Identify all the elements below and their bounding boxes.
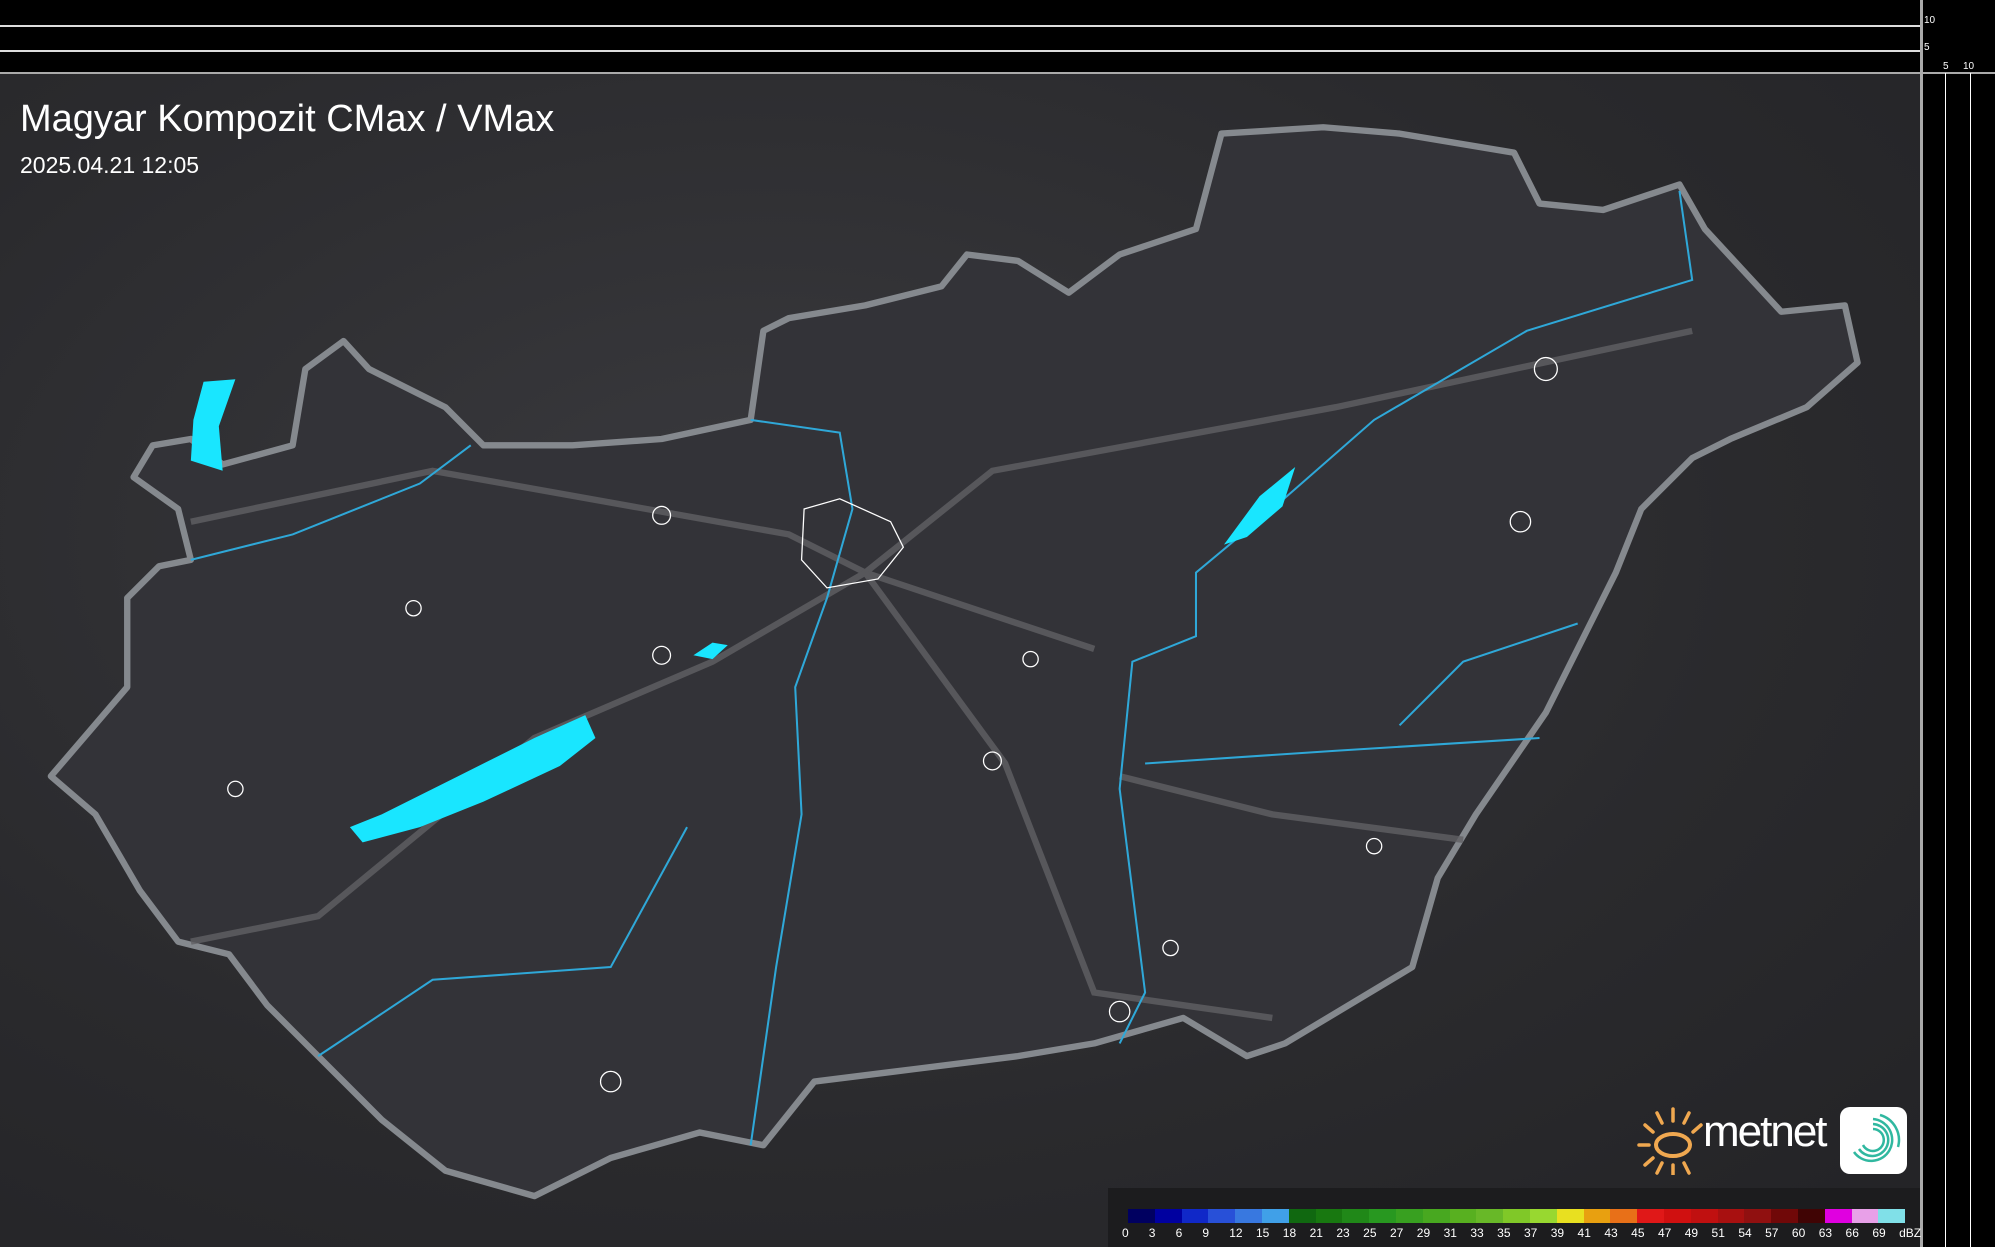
app-icon [1840,1107,1907,1174]
legend-swatch [1476,1209,1504,1223]
scale-frame-horizontal [0,72,1995,74]
scale-label: 5 [1943,61,1949,72]
scale-label: 5 [1924,42,1930,53]
legend-tick: 57 [1765,1226,1779,1240]
legend-swatch [1154,1209,1182,1223]
legend-swatch [1261,1209,1289,1223]
legend-swatch [1503,1209,1530,1223]
legend-swatch [1208,1209,1236,1223]
legend-tick: 60 [1791,1226,1806,1240]
scale-line-v5 [1945,73,1946,1247]
lakes [190,379,1296,843]
scale-line-5 [0,50,1920,52]
legend-swatch [1395,1209,1423,1223]
legend-swatch [1315,1209,1343,1223]
legend-tick: 27 [1389,1226,1404,1240]
legend-swatch [1583,1209,1611,1223]
rivers [190,190,1694,1146]
legend-swatch [1637,1209,1664,1223]
legend-swatch [1449,1209,1477,1223]
map-timestamp: 2025.04.21 12:05 [20,152,200,178]
metnet-logo: metnet [1635,1105,1828,1180]
legend-swatch [1824,1209,1852,1223]
legend-swatch [1744,1209,1772,1223]
legend-tick: 25 [1363,1226,1377,1240]
legend-unit: dBZ [1899,1226,1922,1240]
country-fill [47,124,1861,1200]
legend-swatch [1851,1209,1879,1223]
legend-tick: 9 [1202,1226,1210,1240]
scale-line-10 [0,25,1920,27]
settlements [227,356,1558,1093]
map-title: Magyar Kompozit CMax / VMax [20,98,555,140]
legend-tick: 54 [1738,1226,1752,1240]
legend-tick: 29 [1416,1226,1431,1240]
scale-label: 10 [1924,15,1936,26]
logo-text: metnet [1703,1107,1828,1156]
legend-tick: 23 [1336,1226,1350,1240]
legend-swatch [1690,1209,1718,1223]
budapest-outline [800,498,905,589]
scale-line-v10 [1970,73,1971,1247]
legend-tick: 51 [1711,1226,1725,1240]
legend-swatch [1663,1209,1691,1223]
legend-tick: 0 [1122,1226,1129,1240]
legend-tick: 31 [1443,1226,1457,1240]
legend-swatch [1878,1209,1906,1223]
lake-balaton [349,715,596,843]
legend-tick: 37 [1523,1226,1538,1240]
lake-velence [693,642,728,660]
sun-icon [1637,1107,1703,1177]
legend-swatch [1342,1209,1370,1223]
legend-swatch [1556,1209,1584,1223]
legend-tick: 3 [1148,1226,1156,1240]
legend-swatch [1610,1209,1638,1223]
legend-swatch [1797,1209,1825,1223]
legend-tick: 33 [1470,1226,1484,1240]
legend-colorbar [1128,1209,1906,1223]
scale-label: 10 [1963,61,1975,72]
legend-swatch [1181,1209,1209,1223]
legend-swatch [1369,1209,1396,1223]
legend-tick: 43 [1604,1226,1618,1240]
legend-tick: 21 [1309,1226,1323,1240]
legend-swatch [1422,1209,1450,1223]
legend-tick: 49 [1684,1226,1699,1240]
swirl-icon [1852,1113,1901,1163]
legend-tick: 15 [1255,1226,1270,1240]
legend-ticks: 0 3 6 9 12 15 18 21 23 25 27 29 31 33 35 37 39 41 43 45 47 49… [1122,1226,1926,1240]
legend-swatch [1717,1209,1745,1223]
legend-tick: 63 [1818,1226,1833,1240]
lake-tisza [1223,466,1296,545]
dbz-legend: 0 3 6 9 12 15 18 21 23 25 27 29 31 33 35 37 39 41 43 45 47 49… [1108,1188,1921,1247]
legend-swatch [1771,1209,1798,1223]
lake-ferto [190,379,236,471]
legend-tick: 41 [1577,1226,1591,1240]
legend-tick: 12 [1229,1226,1243,1240]
legend-swatch [1288,1209,1316,1223]
legend-tick: 45 [1631,1226,1645,1240]
legend-tick: 18 [1282,1226,1297,1240]
legend-tick: 39 [1550,1226,1565,1240]
legend-swatch [1235,1209,1262,1223]
legend-swatch [1128,1209,1155,1223]
legend-swatch [1529,1209,1557,1223]
legend-tick: 6 [1175,1226,1183,1240]
legend-tick: 47 [1657,1226,1672,1240]
scale-frame-vertical [1920,0,1923,1247]
legend-tick: 35 [1497,1226,1511,1240]
legend-tick: 69 [1872,1226,1886,1240]
legend-tick: 66 [1845,1226,1859,1240]
